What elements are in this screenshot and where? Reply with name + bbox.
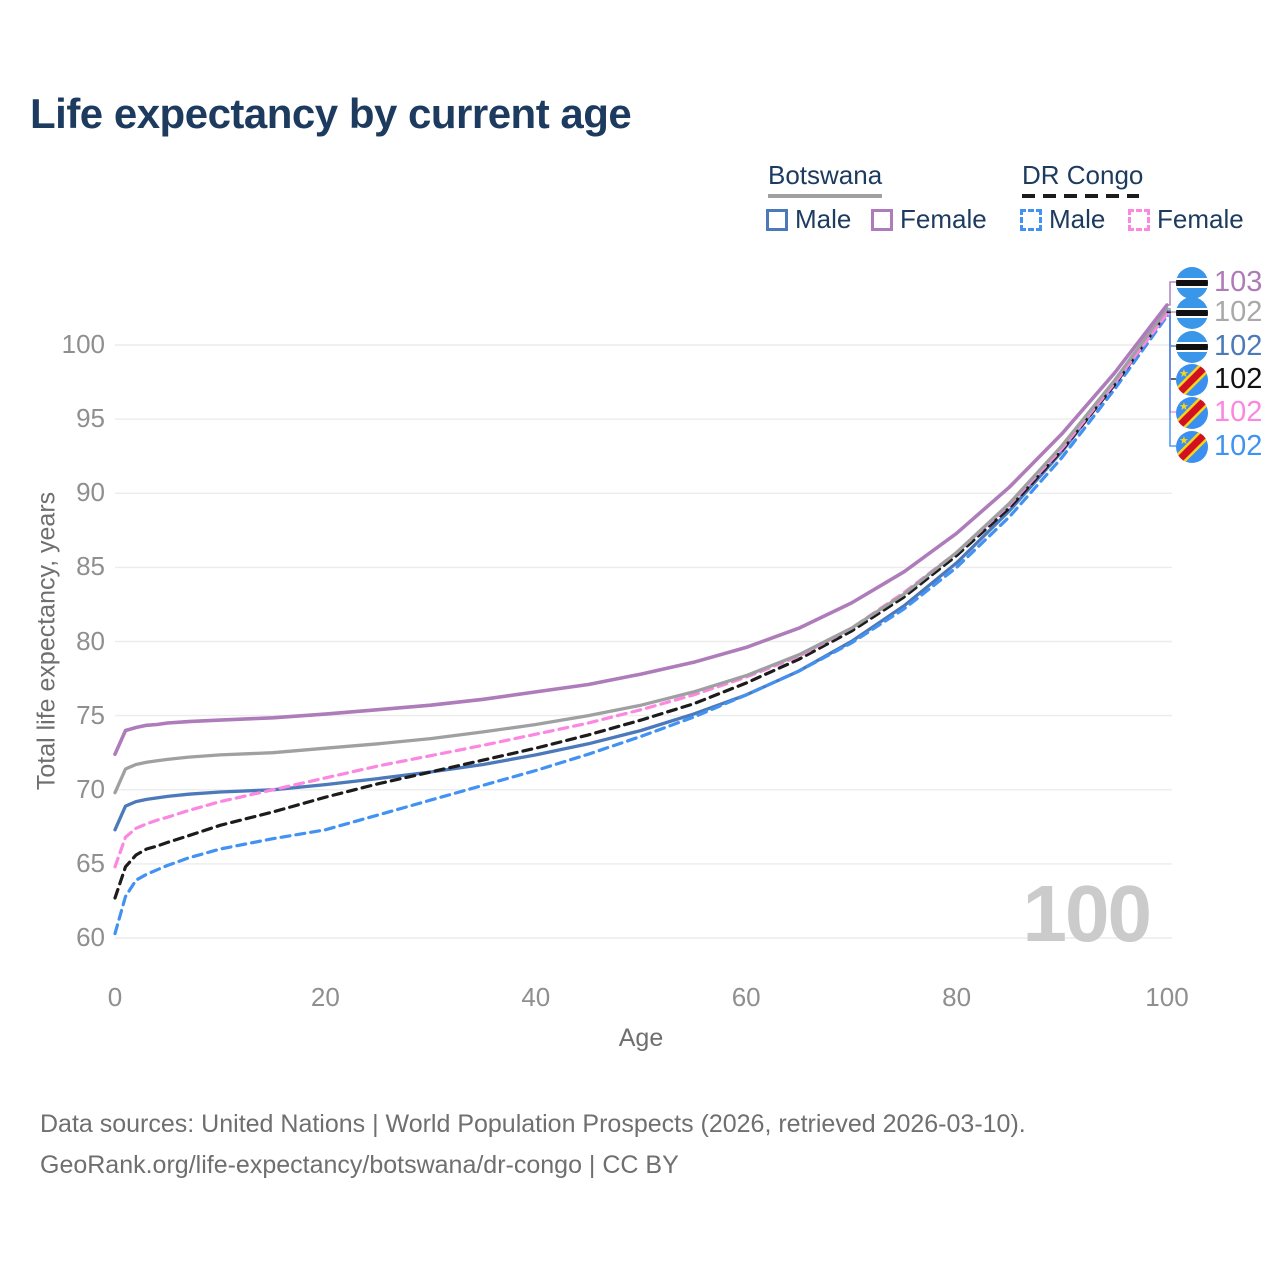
botswana-flag-icon (1176, 296, 1208, 329)
x-tick-label-40: 40 (521, 982, 551, 1012)
drcongo-all-line-swatch (1022, 194, 1139, 198)
dr-congo-flag-icon: ★ (1176, 396, 1208, 429)
end-label-value: 103 (1214, 266, 1263, 298)
legend-item-label: Female (900, 204, 987, 234)
y-tick-label-100: 100 (61, 329, 105, 359)
x-tick-label-20: 20 (310, 982, 340, 1012)
y-tick-label-80: 80 (76, 625, 105, 656)
legend-item-botswana-male[interactable]: Male (766, 204, 851, 235)
age-watermark: 100 (1022, 869, 1152, 958)
drcongo-female-swatch-icon (1128, 208, 1150, 231)
y-tick-label-70: 70 (76, 773, 105, 804)
x-tick-label-0: 0 (107, 982, 123, 1012)
legend-item-label: Male (1049, 204, 1106, 234)
end-label-value: 102 (1214, 396, 1263, 428)
svg-text:★: ★ (1179, 435, 1189, 447)
legend-group-botswana[interactable]: Botswana (768, 160, 882, 198)
leader-line (1167, 315, 1176, 447)
footer: Data sources: United Nations | World Pop… (40, 1104, 1026, 1186)
botswana-flag-icon (1176, 330, 1208, 363)
legend-item-botswana-female[interactable]: Female (871, 204, 987, 235)
x-tick-label-80: 80 (942, 982, 972, 1012)
y-tick-label-65: 65 (76, 847, 105, 878)
footer-attribution: GeoRank.org/life-expectancy/botswana/dr-… (40, 1151, 679, 1179)
botswana-male-swatch-icon (766, 208, 788, 231)
line-dr-congo-male[interactable] (113, 314, 1169, 936)
line-botswana-female[interactable] (113, 303, 1169, 757)
botswana-flag-icon (1176, 266, 1208, 299)
end-label-row-botswana-all[interactable]: 102 (1176, 296, 1262, 329)
line-botswana-male[interactable] (113, 309, 1169, 832)
footer-data-sources: Data sources: United Nations | World Pop… (40, 1110, 1026, 1138)
x-axis-title: Age (618, 1024, 664, 1052)
legend-item-label: Male (795, 204, 852, 234)
leader-line (1167, 281, 1176, 306)
x-tick-label-100: 100 (1145, 982, 1189, 1012)
end-label-value: 102 (1214, 430, 1263, 462)
end-label-value: 102 (1214, 296, 1263, 328)
botswana-female-swatch-icon (871, 208, 893, 231)
legend-group-label-drcongo: DR Congo (1022, 160, 1144, 190)
botswana-all-line-swatch (768, 194, 882, 198)
leader-line (1167, 313, 1176, 413)
end-label-row-dr-congo-all[interactable]: ★ 102 (1176, 363, 1262, 396)
drcongo-male-swatch-icon (1020, 208, 1042, 231)
y-tick-label-95: 95 (76, 403, 105, 434)
legend-item-label: Female (1157, 204, 1244, 234)
x-tick-label-60: 60 (731, 982, 761, 1012)
legend-item-drcongo-male[interactable]: Male (1020, 204, 1105, 235)
y-tick-label-60: 60 (76, 922, 105, 952)
end-label-value: 102 (1214, 330, 1263, 362)
legend-item-drcongo-female[interactable]: Female (1128, 204, 1244, 235)
svg-text:★: ★ (1179, 401, 1189, 413)
dr-congo-flag-icon: ★ (1176, 430, 1208, 463)
end-label-value: 102 (1214, 363, 1263, 395)
line-botswana-all[interactable] (113, 307, 1169, 795)
y-tick-label-90: 90 (76, 477, 105, 508)
y-tick-label-75: 75 (76, 699, 105, 730)
end-label-row-botswana-male[interactable]: 102 (1176, 330, 1262, 363)
end-label-row-botswana-female[interactable]: 103 (1176, 266, 1262, 299)
svg-text:★: ★ (1179, 368, 1189, 380)
legend-group-drcongo[interactable]: DR Congo (1022, 160, 1143, 198)
end-label-row-dr-congo-male[interactable]: ★ 102 (1176, 430, 1262, 463)
y-tick-label-85: 85 (76, 551, 105, 582)
line-dr-congo-female[interactable] (113, 312, 1169, 869)
page-title: Life expectancy by current age (30, 90, 632, 137)
end-label-row-dr-congo-female[interactable]: ★ 102 (1176, 396, 1262, 429)
dr-congo-flag-icon: ★ (1176, 363, 1208, 396)
legend-group-label-botswana: Botswana (768, 160, 883, 190)
line-dr-congo-all[interactable] (113, 310, 1169, 900)
